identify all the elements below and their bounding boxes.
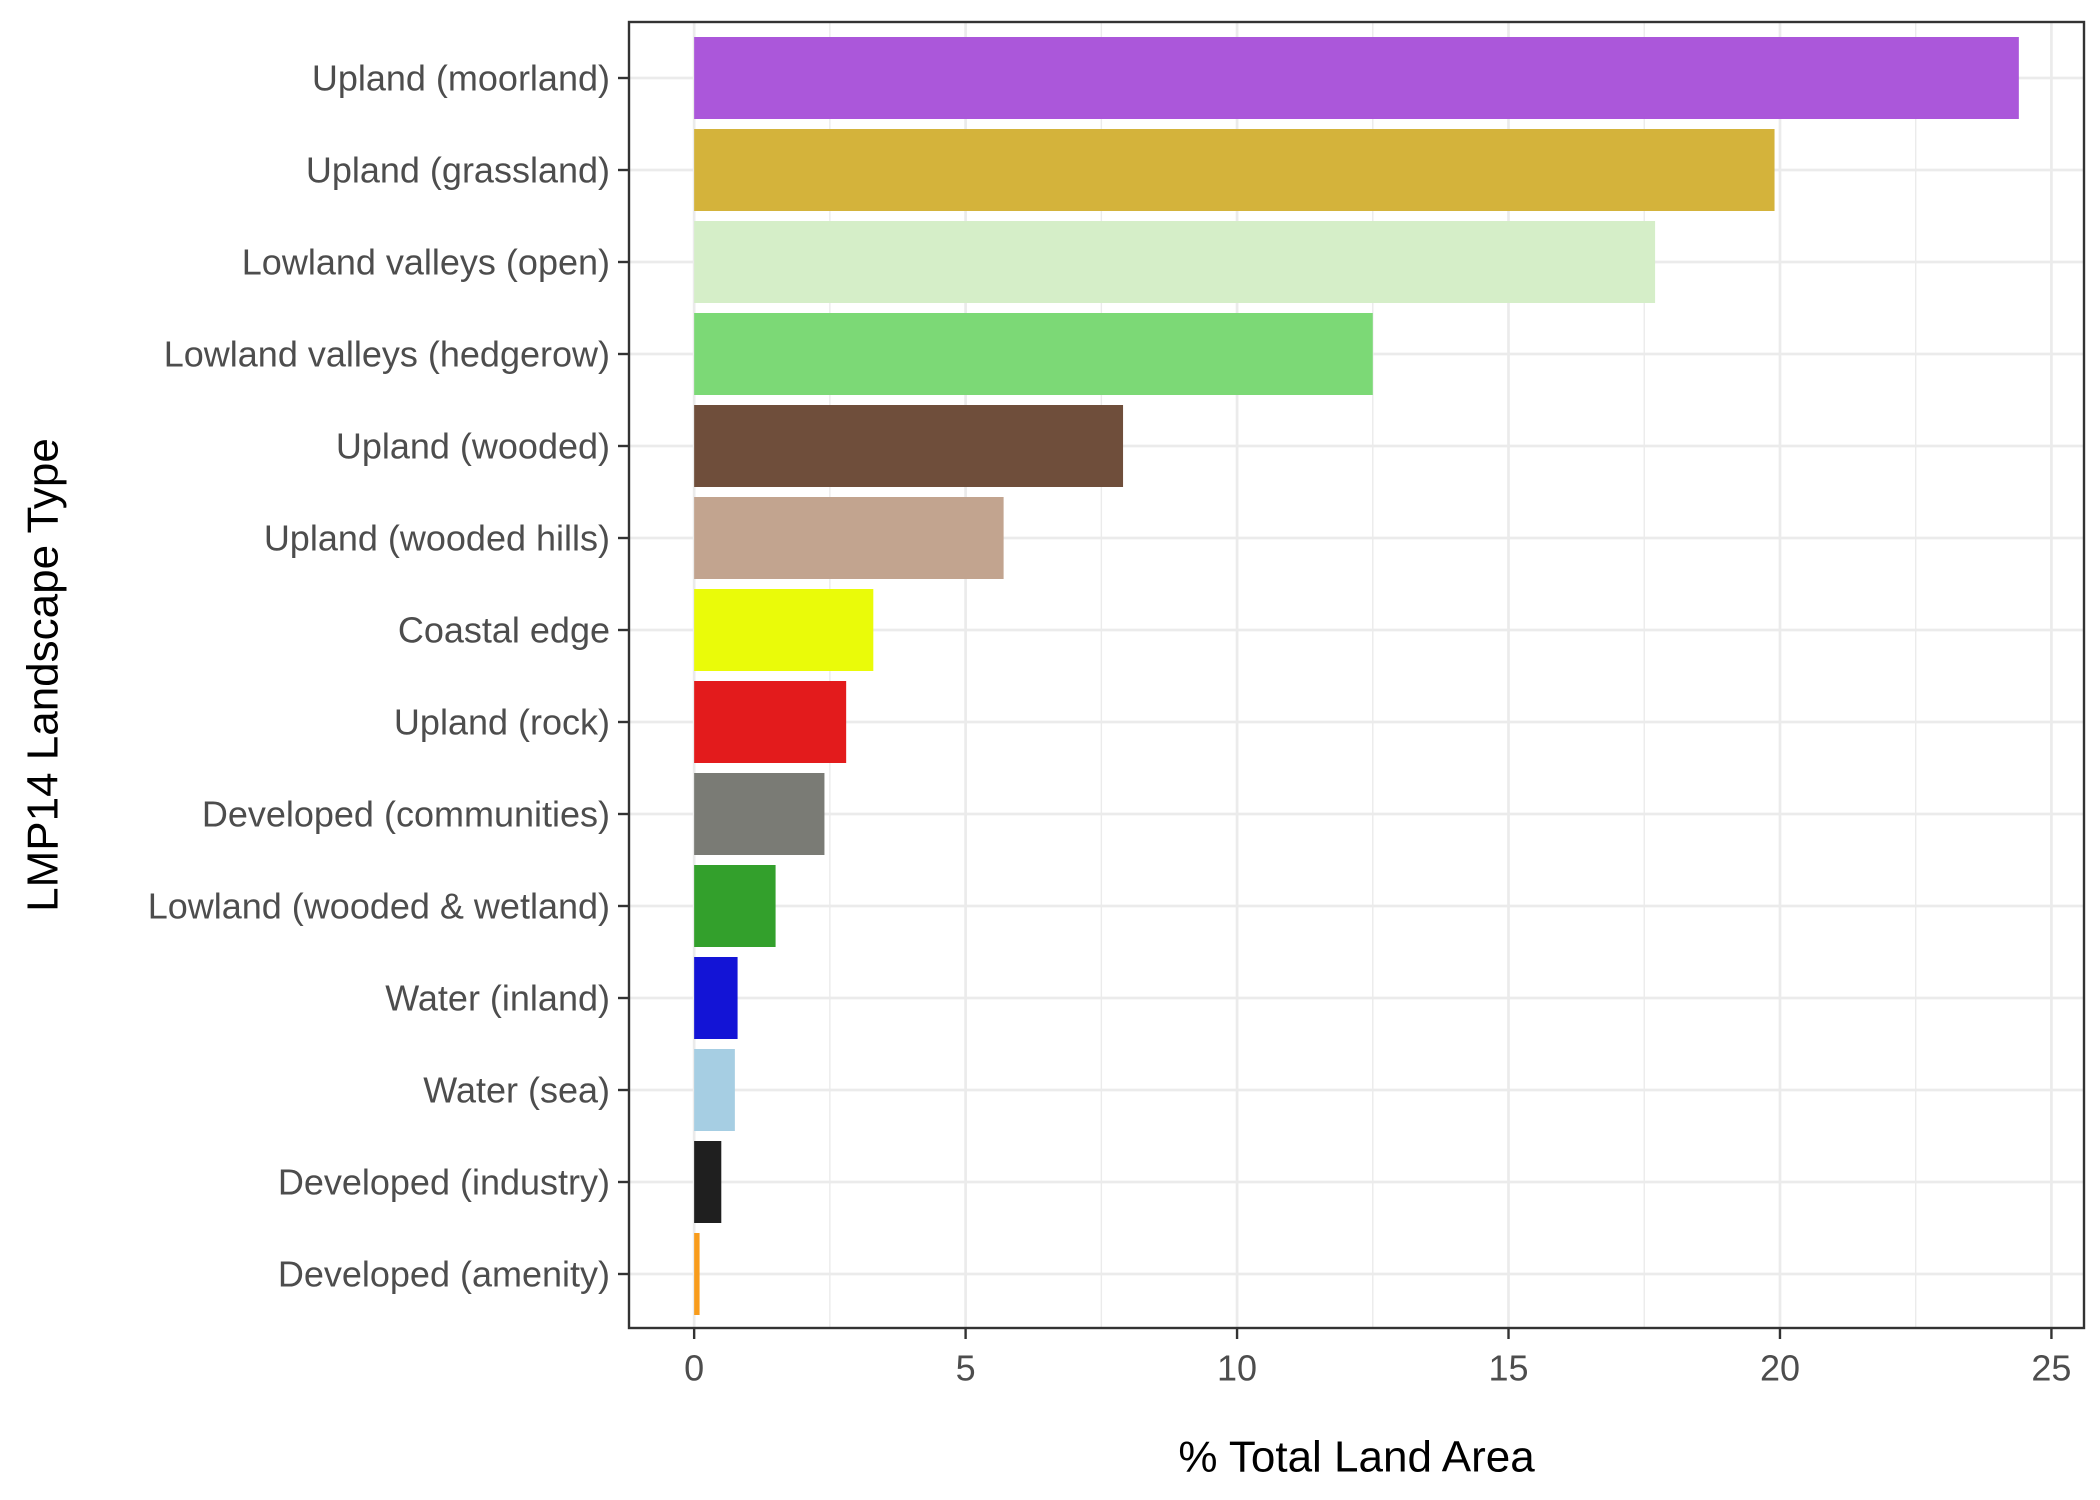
plot-border xyxy=(627,20,2086,1330)
y-tick-label: Upland (rock) xyxy=(394,702,610,743)
bar xyxy=(694,1233,700,1315)
bar xyxy=(694,405,1124,487)
grid xyxy=(629,22,2084,1328)
y-tick-label: Lowland valleys (open) xyxy=(242,242,610,283)
axes: Upland (moorland) Upland (grassland) Lowla… xyxy=(148,20,2086,1389)
y-tick-label: Developed (communities) xyxy=(202,794,610,835)
x-tick-label: 20 xyxy=(1760,1348,1800,1389)
y-tick-label: Water (sea) xyxy=(423,1070,610,1111)
bar xyxy=(694,37,2019,119)
x-tick-label: 0 xyxy=(684,1348,704,1389)
y-tick-label: Upland (moorland) xyxy=(312,58,610,99)
x-tick-label: 10 xyxy=(1217,1348,1257,1389)
y-axis-title: LMP14 Landscape Type xyxy=(19,438,68,912)
y-tick-label: Lowland (wooded & wetland) xyxy=(148,886,610,927)
bar xyxy=(694,221,1656,303)
bar xyxy=(694,1049,735,1131)
x-tick-label: 15 xyxy=(1488,1348,1528,1389)
y-tick-label: Upland (grassland) xyxy=(306,150,610,191)
bar xyxy=(694,773,825,855)
plot-panel xyxy=(629,22,2084,1328)
y-tick-label: Water (inland) xyxy=(385,978,610,1019)
y-tick-label: Coastal edge xyxy=(398,610,610,651)
y-tick-label: Upland (wooded) xyxy=(336,426,610,467)
bar xyxy=(694,313,1373,395)
bar xyxy=(694,681,847,763)
bar xyxy=(694,957,738,1039)
bar xyxy=(694,497,1004,579)
bars xyxy=(694,37,2019,1315)
y-tick-label: Developed (industry) xyxy=(278,1162,610,1203)
bar xyxy=(694,589,874,671)
x-tick-label: 5 xyxy=(956,1348,976,1389)
x-tick-label: 25 xyxy=(2031,1348,2071,1389)
bar xyxy=(694,129,1775,211)
y-tick-label: Lowland valleys (hedgerow) xyxy=(164,334,610,375)
y-tick-label: Upland (wooded hills) xyxy=(264,518,610,559)
x-axis-title: % Total Land Area xyxy=(1178,1433,1535,1482)
y-tick-label: Developed (amenity) xyxy=(278,1254,610,1295)
bar xyxy=(694,1141,722,1223)
bar xyxy=(694,865,776,947)
